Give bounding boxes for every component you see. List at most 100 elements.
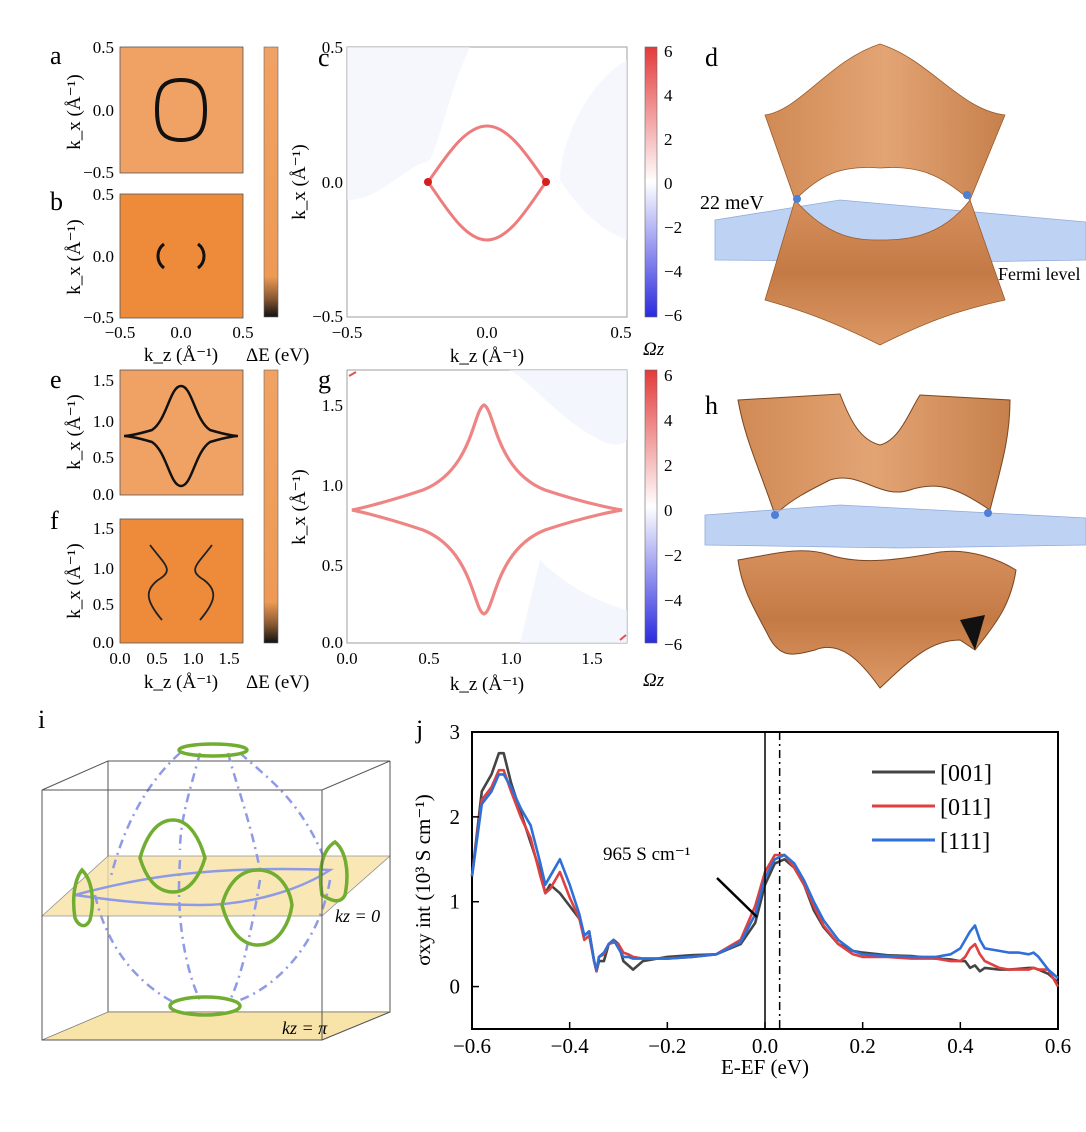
panel-b: 0.5 0.0 −0.5 −0.5 0.0 0.5 k_z (Å⁻¹) k_x … (64, 185, 254, 366)
panel-b-xtick-right: 0.5 (232, 323, 253, 342)
panel-d-upper-cone (764, 43, 1006, 201)
chart-y-tick-label: 1 (450, 890, 461, 914)
panel-b-ylabel: k_x (Å⁻¹) (64, 219, 85, 294)
panel-i-line (178, 752, 202, 851)
panel-c-xtick-right: 0.5 (610, 323, 631, 342)
chart-x-tick-label: −0.4 (551, 1034, 590, 1058)
top-omega-tick: −6 (664, 306, 682, 325)
panel-i: kz = 0 kz = π (40, 742, 392, 1041)
panel-a-ytick-top: 0.5 (93, 38, 114, 57)
legend-label-011: [011] (940, 795, 991, 821)
panel-a-contour (154, 77, 208, 143)
chart-x-tick-label: 0.4 (947, 1034, 974, 1058)
panel-h-upper-surface (737, 393, 1011, 516)
panel-label-h: h (705, 391, 718, 420)
panel-a-ytick-mid: 0.0 (93, 101, 114, 120)
panel-f-ylabel: k_x (Å⁻¹) (64, 543, 85, 618)
panel-f-xtick: 0.0 (109, 649, 130, 668)
panel-h-plane (704, 504, 1086, 549)
panel-g-xtick: 0.5 (418, 649, 439, 668)
panel-e: 1.5 1.0 0.5 0.0 k_x (Å⁻¹) (64, 369, 244, 504)
panel-i-ring-front (220, 868, 294, 947)
mid-energy-colorbar (263, 369, 279, 644)
panel-g-ytick: 0.5 (322, 556, 343, 575)
panel-b-arc-right (196, 242, 206, 270)
chart-x-tick-label: −0.2 (648, 1034, 686, 1058)
panel-label-i: i (38, 705, 45, 734)
top-energy-colorbar (263, 46, 279, 318)
panel-b-ytick-top: 0.5 (93, 185, 114, 204)
panel-label-e: e (50, 365, 62, 394)
panel-h (704, 393, 1086, 689)
top-omega-tick: −2 (664, 218, 682, 237)
legend-label-001: [001] (940, 761, 992, 787)
panel-e-ytick: 0.0 (93, 485, 114, 504)
panel-c-ytick-bot: −0.5 (312, 307, 343, 326)
panel-label-f: f (50, 506, 59, 535)
panel-b-xlabel: k_z (Å⁻¹) (144, 345, 218, 366)
panel-i-line (93, 894, 176, 1005)
top-omega-tick: 0 (664, 174, 673, 193)
top-berry-colorbar-ticks: 6 4 2 0 −2 −4 −6 (664, 42, 683, 325)
panel-label-j: j (415, 715, 423, 744)
top-omega-tick: 2 (664, 130, 673, 149)
panel-c-xlabel: k_z (Å⁻¹) (450, 346, 524, 367)
top-berry-colorbar (644, 46, 658, 318)
chart-x-tick-label: 0.2 (850, 1034, 876, 1058)
panel-g-ytick: 0.0 (322, 633, 343, 652)
chart-x-axis-label: E-EF (eV) (721, 1055, 809, 1079)
panel-f-arc-left (147, 544, 168, 621)
chart-x-tick-label: 0.0 (752, 1034, 778, 1058)
panel-c-faint-bg (347, 47, 470, 200)
panel-a-map (119, 46, 244, 174)
panel-f-xtick: 1.0 (182, 649, 203, 668)
panel-c-ytick-mid: 0.0 (322, 173, 343, 192)
chart-series-line-2 (470, 773, 1059, 980)
panel-f-arc-right (194, 544, 215, 621)
panel-g-ylabel: k_x (Å⁻¹) (289, 469, 310, 544)
panel-b-ytick-bot: −0.5 (83, 308, 114, 327)
mid-energy-colorbar-label: ΔE (eV) (246, 672, 309, 693)
chart-y-tick-label: 3 (450, 720, 461, 744)
panel-h-shadow (960, 615, 985, 650)
panel-a: 0.5 0.0 −0.5 k_x (Å⁻¹) (64, 38, 244, 182)
panel-i-line (226, 752, 262, 871)
chart-y-axis-label: σxy int (10³ S cm⁻¹) (411, 794, 435, 966)
panel-c-ytick-top: 0.5 (322, 38, 343, 57)
panel-h-node-right (984, 509, 992, 517)
mid-omega-tick: 0 (664, 501, 673, 520)
mid-omega-tick: 6 (664, 366, 673, 385)
panel-e-contour (123, 384, 239, 488)
panel-label-c: c (318, 43, 330, 72)
panel-i-line (239, 752, 327, 861)
panel-d-node-right (963, 191, 971, 199)
panel-i-ring-bottom (168, 995, 242, 1017)
panel-c-ring (426, 124, 548, 242)
panel-f-xlabel: k_z (Å⁻¹) (144, 672, 218, 693)
panel-label-b: b (50, 187, 63, 216)
panel-f-xtick: 0.5 (146, 649, 167, 668)
panel-e-ytick: 1.5 (93, 371, 114, 390)
panel-d: 22 meV Fermi level (700, 43, 1086, 346)
top-omega-label: Ωz (643, 339, 665, 360)
panel-g-ring (351, 403, 623, 616)
panel-i-ring-left (71, 867, 95, 928)
chart-x-tick-label: 0.6 (1045, 1034, 1071, 1058)
panel-label-a: a (50, 41, 62, 70)
panel-g-xlabel: k_z (Å⁻¹) (450, 674, 524, 695)
panel-b-xtick-mid: 0.0 (170, 323, 191, 342)
legend-label-111: [111] (940, 829, 990, 855)
panel-e-ylabel: k_x (Å⁻¹) (64, 394, 85, 469)
panel-c-hotspot-right (542, 178, 550, 186)
mid-berry-colorbar (644, 369, 658, 644)
panel-f-xtick: 1.5 (218, 649, 239, 668)
panel-i-nodal-loop-kz0 (74, 867, 334, 907)
panel-f-map (119, 518, 244, 644)
panel-b-map (119, 193, 244, 319)
panel-i-kz0-label: kz = 0 (335, 906, 380, 926)
chart-annotation: 965 S cm⁻¹ (603, 844, 691, 865)
panel-h-node-left (771, 511, 779, 519)
panel-g-corner-mark-tl (348, 371, 357, 377)
mid-omega-tick: 2 (664, 456, 673, 475)
